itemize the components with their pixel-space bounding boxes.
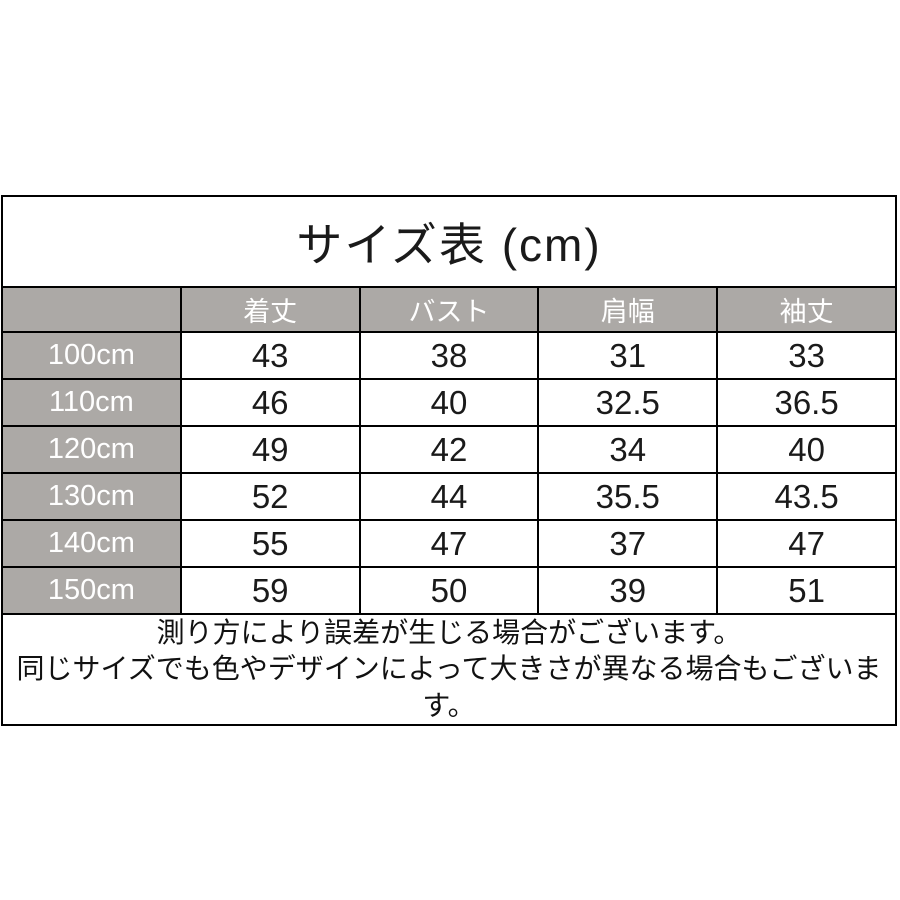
cell-value: 33 (716, 331, 897, 380)
cell-value: 38 (358, 331, 540, 380)
cell-value: 43 (179, 331, 361, 380)
cell-value: 32.5 (537, 378, 719, 427)
row-label-130cm: 130cm (1, 472, 182, 521)
cell-value: 47 (358, 519, 540, 568)
cell-value: 37 (537, 519, 719, 568)
notes-row: 測り方により誤差が生じる場合がございます。 同じサイズでも色やデザインによって大… (1, 612, 897, 727)
corner-cell (1, 286, 182, 333)
cell-value: 42 (358, 425, 540, 474)
cell-value: 52 (179, 472, 361, 521)
table-row-150cm: 150cm 59 50 39 51 (1, 566, 897, 615)
cell-value: 31 (537, 331, 719, 380)
note-line-2: 同じサイズでも色やデザインによって大きさが異なる場合もございます。 (16, 653, 882, 721)
cell-value: 39 (537, 566, 719, 615)
header-row: 着丈 バスト 肩幅 袖丈 (1, 286, 897, 333)
column-header-body-length: 着丈 (179, 286, 361, 333)
cell-value: 47 (716, 519, 897, 568)
row-label-110cm: 110cm (1, 378, 182, 427)
size-chart-table: サイズ表 (cm) 着丈 バスト 肩幅 袖丈 100cm 43 38 31 33… (1, 195, 897, 727)
cell-value: 40 (358, 378, 540, 427)
table-row-100cm: 100cm 43 38 31 33 (1, 331, 897, 380)
column-header-sleeve-length: 袖丈 (716, 286, 897, 333)
cell-value: 46 (179, 378, 361, 427)
cell-value: 59 (179, 566, 361, 615)
cell-value: 44 (358, 472, 540, 521)
table-row-120cm: 120cm 49 42 34 40 (1, 425, 897, 474)
cell-value: 40 (716, 425, 897, 474)
table-row-130cm: 130cm 52 44 35.5 43.5 (1, 472, 897, 521)
size-chart-title: サイズ表 (cm) (1, 195, 897, 288)
row-label-100cm: 100cm (1, 331, 182, 380)
table-row-110cm: 110cm 46 40 32.5 36.5 (1, 378, 897, 427)
cell-value: 50 (358, 566, 540, 615)
note-line-1: 測り方により誤差が生じる場合がございます。 (156, 617, 742, 648)
cell-value: 36.5 (716, 378, 897, 427)
cell-value: 43.5 (716, 472, 897, 521)
row-label-120cm: 120cm (1, 425, 182, 474)
cell-value: 55 (179, 519, 361, 568)
row-label-140cm: 140cm (1, 519, 182, 568)
column-header-bust: バスト (358, 286, 540, 333)
cell-value: 51 (716, 566, 897, 615)
title-row: サイズ表 (cm) (1, 195, 897, 288)
table-row-140cm: 140cm 55 47 37 47 (1, 519, 897, 568)
cell-value: 49 (179, 425, 361, 474)
notes-cell: 測り方により誤差が生じる場合がございます。 同じサイズでも色やデザインによって大… (1, 612, 897, 727)
cell-value: 35.5 (537, 472, 719, 521)
cell-value: 34 (537, 425, 719, 474)
row-label-150cm: 150cm (1, 566, 182, 615)
column-header-shoulder-width: 肩幅 (537, 286, 719, 333)
